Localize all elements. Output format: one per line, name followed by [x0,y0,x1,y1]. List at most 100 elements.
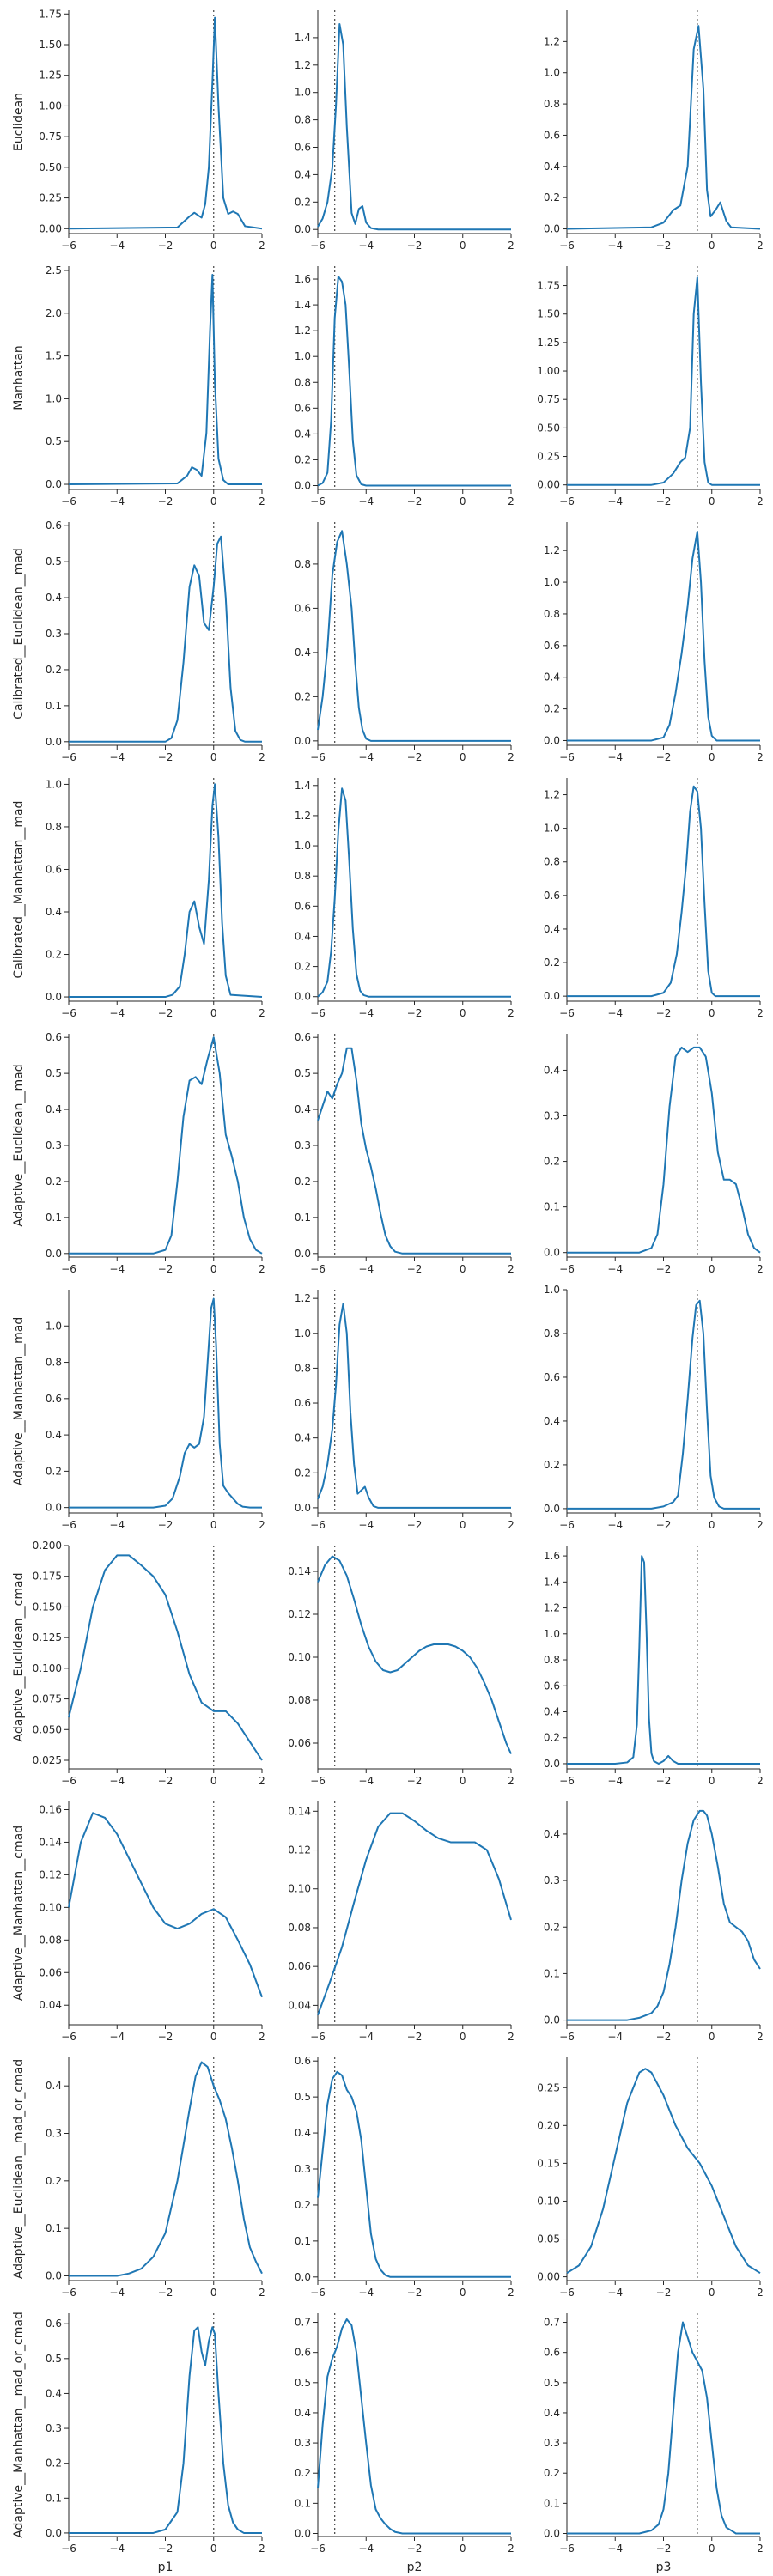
y-tick-label: 0.10 [39,1901,62,1913]
panel: −6 −4 −2 0 2 0.0 0.2 0.4 0.6 0.8 1.0 1.2 [544,10,764,252]
row-label: Adaptive__Manhattan__cmad [12,1826,26,2001]
y-tick-label: 0.8 [544,98,560,110]
y-tick-label: 1.50 [537,308,560,320]
x-tick-label: −6 [61,495,76,507]
panel: −6 −4 −2 0 2 0.0 0.2 0.4 0.6 0.8 1.0 1.2 1.4 1.6 [295,266,514,507]
density-curve [317,2318,511,2535]
y-tick-label: 0.6 [295,1031,311,1043]
y-tick-label: 2.0 [46,307,62,319]
x-tick-label: 0 [709,240,715,252]
y-tick-label: 0.2 [544,1732,560,1744]
x-tick-label: −2 [407,751,423,763]
y-tick-label: 0.6 [544,640,560,652]
panel: −6 −4 −2 0 2 0.00 0.05 0.10 0.15 0.20 0.25 [537,2057,764,2299]
y-tick-label: 0.0 [544,2527,560,2539]
y-tick-label: 0.08 [288,1694,311,1706]
y-tick-label: 1.75 [39,8,62,20]
y-tick-label: 0.4 [46,2080,62,2092]
panel: −6 −4 −2 0 2 0.0 0.1 0.2 0.3 0.4 0.5 0.6 0.7 [295,2313,514,2555]
y-tick-label: 1.25 [39,70,62,82]
panel: −6 −4 −2 0 2 0.0 0.2 0.4 0.6 0.8 [295,522,514,763]
x-tick-label: −6 [310,240,326,252]
panel: −6 −4 −2 0 2 0.0 0.2 0.4 0.6 0.8 1.0 1.2 [544,778,764,1019]
y-tick-label: 0.0 [46,1248,62,1260]
x-tick-label: 0 [709,2031,715,2043]
y-tick-label: 0.3 [295,1139,311,1151]
panel: −6 −4 −2 0 2 0.0 0.1 0.2 0.3 0.4 0.5 0.6 [46,519,265,763]
panel: −6 −4 −2 0 2 0.0 0.1 0.2 0.3 0.4 0.5 0.6 0.7 [544,2313,764,2555]
y-tick-label: 0.5 [295,1067,311,1079]
x-tick-label: −2 [656,2287,672,2299]
y-tick-label: 0.8 [544,1327,560,1340]
row-label: Adaptive__Manhattan__mad [12,1317,26,1485]
y-tick-label: 0.8 [295,114,311,126]
y-tick-label: 0.8 [295,376,311,388]
y-tick-label: 0.6 [295,900,311,912]
x-tick-label: −4 [109,1775,125,1787]
x-tick-label: −2 [407,495,423,507]
y-tick-label: 0.0 [46,2269,62,2281]
density-curve [567,1046,761,1254]
density-curve [69,1297,262,1509]
x-tick-label: −2 [158,1263,173,1275]
y-tick-label: 0.10 [537,2195,560,2207]
density-curve [68,16,263,230]
x-tick-label: −2 [656,1007,672,1019]
x-tick-label: 0 [210,240,217,252]
y-tick-label: 1.25 [537,337,560,349]
y-tick-label: 0.2 [544,191,560,204]
row-label: Euclidean [12,93,26,151]
panel: −6 −4 −2 0 2 0.0 0.2 0.4 0.6 0.8 1.0 1.2 [544,522,764,763]
x-tick-label: −6 [61,1775,76,1787]
x-tick-label: 2 [757,2287,764,2299]
panel: −6 −4 −2 0 2 0.0 0.2 0.4 0.6 0.8 1.0 1.2 1.4 1.6 [544,1546,764,1787]
density-curve [68,273,262,486]
x-tick-label: −6 [559,240,575,252]
x-tick-label: 2 [508,1519,514,1531]
density-curve [567,531,760,742]
x-tick-label: −6 [310,2031,326,2043]
panel: −6 −4 −2 0 2 0.0 0.2 0.4 0.6 0.8 1.0 1.2 1.4 [295,10,514,252]
y-tick-label: 1.5 [46,350,62,362]
density-curve [69,535,262,743]
x-tick-label: −4 [607,1775,623,1787]
density-curve [567,276,760,486]
row-label: Adaptive__Manhattan__mad_or_cmad [12,2312,26,2538]
y-tick-label: 0.1 [295,1212,311,1224]
y-tick-label: 0.2 [46,664,62,676]
y-tick-label: 0.0 [295,1248,311,1260]
x-tick-label: −4 [109,751,125,763]
y-tick-label: 0.1 [295,2497,311,2509]
y-tick-label: 0.0 [295,991,311,1003]
row-label: Adaptive__Euclidean__cmad [12,1573,26,1742]
panel: −6 −4 −2 0 2 0.0 0.5 1.0 1.5 2.0 2.5 [46,264,265,507]
density-curve [567,1555,760,1765]
x-tick-label: −6 [61,2031,76,2043]
x-tick-label: −4 [358,2287,374,2299]
column-label: p2 [407,2561,423,2574]
x-tick-label: −4 [358,240,374,252]
y-tick-label: 0.075 [33,1693,62,1705]
y-tick-label: 0.4 [544,671,560,683]
x-tick-label: −4 [358,1775,374,1787]
y-tick-label: 0.0 [544,2014,560,2026]
y-tick-label: 0.0 [295,223,311,235]
y-tick-label: 0.4 [295,647,311,659]
x-tick-label: −4 [607,495,623,507]
x-tick-label: 0 [460,2031,466,2043]
y-tick-label: 1.0 [544,1284,560,1296]
y-tick-label: 1.0 [295,840,311,852]
x-tick-label: 2 [508,2543,514,2555]
y-tick-label: 0.0 [544,1758,560,1770]
y-tick-label: 0.6 [46,519,62,532]
y-tick-label: 0.8 [544,1654,560,1666]
density-curve [567,1299,760,1510]
x-tick-label: −2 [158,1007,173,1019]
y-tick-label: 0.3 [46,2422,62,2434]
column-label: p1 [158,2561,173,2574]
panel: −6 −4 −2 0 2 0.0 0.2 0.4 0.6 0.8 1.0 [46,778,265,1019]
y-tick-label: 1.2 [544,1602,560,1614]
x-tick-label: 0 [709,1519,715,1531]
x-tick-label: −2 [158,2543,173,2555]
y-tick-label: 0.025 [33,1754,62,1766]
